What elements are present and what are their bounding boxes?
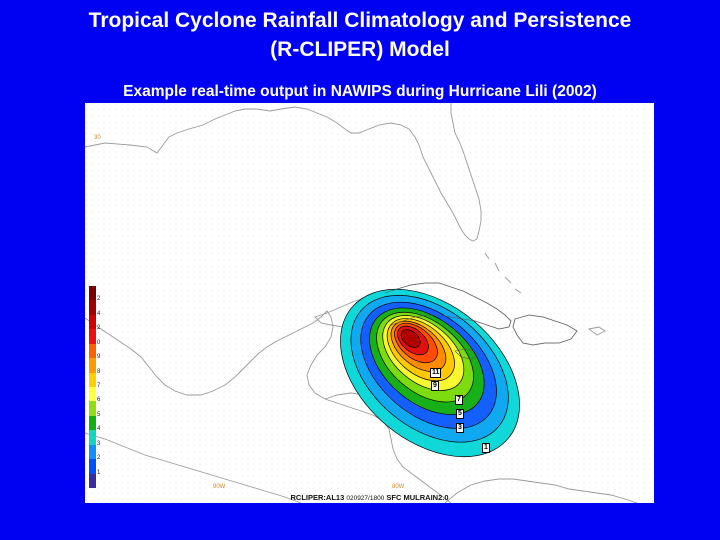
footer-field: MULRAIN2.0 [403, 493, 449, 502]
mexico-coast [85, 310, 452, 503]
colorbar-segment [89, 329, 96, 345]
slide-title: Tropical Cyclone Rainfall Climatology an… [0, 6, 720, 64]
puerto-rico [587, 326, 606, 336]
colorbar-segment [89, 300, 96, 316]
colorbar-segment [89, 430, 96, 446]
title-line-2: (R-CLIPER) Model [270, 38, 450, 61]
colorbar-tick-label: 3 [97, 440, 101, 447]
contour-label-7: 7 [455, 395, 463, 405]
colorbar-tick-label: 1 [97, 469, 101, 476]
colorbar-segment [89, 459, 96, 475]
florida-coast [408, 103, 482, 242]
colorbar-tick-label: 2 [97, 296, 101, 303]
map-footer: RCLIPER:AL13 020927/1800 SFC MULRAIN2.0 [85, 493, 654, 502]
colorbar-tick-label: 2 [97, 325, 101, 332]
us-gulf-coast [85, 106, 410, 154]
colorbar-segment [89, 372, 96, 388]
slide-subtitle: Example real-time output in NAWIPS durin… [123, 83, 597, 100]
contour-label-1: 1 [482, 443, 490, 453]
colorbar-tick-label: 4 [97, 310, 101, 317]
colorbar-segment [89, 343, 96, 359]
colorbar-tick-label: 4 [97, 426, 101, 433]
footer-time: 020927/1800 [346, 495, 385, 502]
colorbar-segment [89, 473, 96, 489]
colorbar-segment [89, 444, 96, 460]
colorbar-tick-label: 7 [97, 383, 101, 389]
map-canvas [85, 103, 654, 503]
colorbar-segment [89, 401, 96, 417]
lat-label-30: 30 [94, 135, 101, 141]
colorbar-segment [89, 387, 96, 402]
colorbar-tick-label: 2 [97, 455, 101, 462]
colorbar-segment [89, 415, 96, 431]
colorbar-tick-label: 6 [97, 397, 101, 404]
colorbar-segment [89, 358, 96, 374]
lon-label-80w: 80W [392, 484, 405, 490]
contour-label-9: 9 [431, 381, 439, 391]
colorbar-tick-label: 9 [97, 354, 101, 361]
contour-label-5: 5 [456, 409, 464, 419]
bahamas [484, 252, 522, 294]
colorbar-segment [89, 286, 96, 301]
title-line-1: Tropical Cyclone Rainfall Climatology an… [88, 9, 632, 32]
south-america-coast [444, 478, 638, 503]
footer-level: SFC [386, 493, 402, 502]
colorbar-tick-label: 0 [97, 339, 101, 346]
coastlines-overlay [384, 282, 578, 360]
colorbar [89, 286, 96, 489]
colorbar-segment [89, 314, 96, 330]
footer-model: RCLIPER:AL13 [290, 493, 345, 502]
contour-label-3: 3 [456, 423, 464, 433]
colorbar-tick-label: 5 [97, 411, 101, 418]
central-america-pacific [85, 432, 302, 503]
colorbar-tick-label: 8 [97, 368, 101, 375]
lon-label-90w: 90W [213, 484, 226, 490]
rainfall-map: 11 9 7 5 3 1 30 90W 80W 2 4 2 0 9 8 7 6 5 4 3 2 1 RC… [85, 103, 654, 503]
contour-label-11: 11 [430, 368, 442, 378]
